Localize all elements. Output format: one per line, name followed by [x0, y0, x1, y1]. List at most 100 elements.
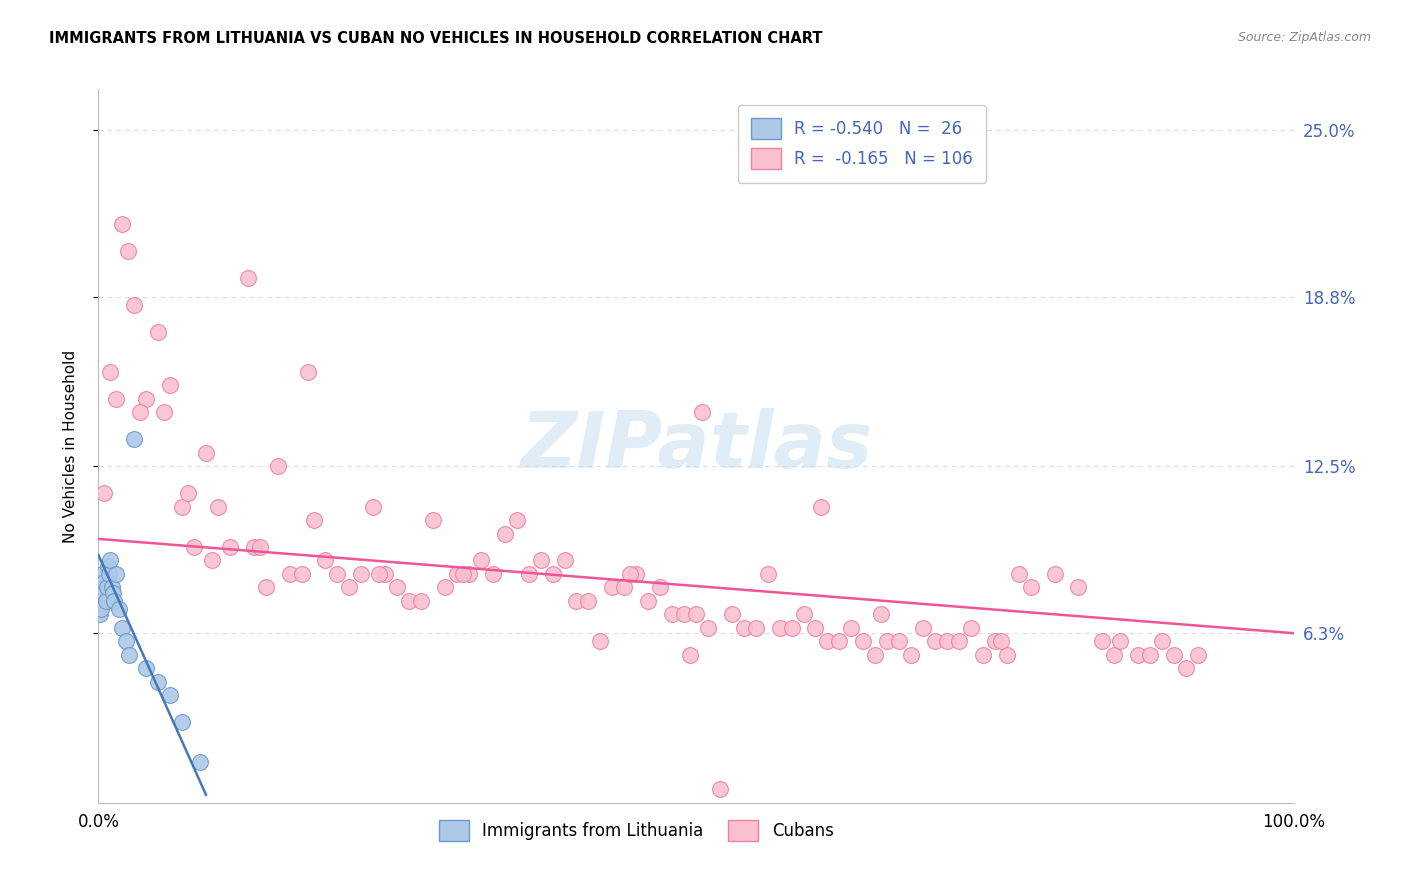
Point: [446, 566, 468, 581]
Point: [107, 602, 129, 616]
Point: [506, 513, 529, 527]
Point: [297, 365, 319, 379]
Point: [810, 500, 832, 514]
Point: [900, 648, 922, 662]
Point: [115, 634, 138, 648]
Point: [972, 648, 994, 662]
Point: [267, 459, 290, 474]
Point: [602, 580, 624, 594]
Point: [153, 405, 176, 419]
Point: [302, 513, 325, 527]
Point: [990, 634, 1012, 648]
Point: [865, 648, 887, 662]
Point: [111, 217, 134, 231]
Point: [637, 594, 659, 608]
Point: [841, 621, 863, 635]
Point: [852, 634, 875, 648]
Point: [363, 500, 385, 514]
Point: [129, 405, 152, 419]
Text: IMMIGRANTS FROM LITHUANIA VS CUBAN NO VEHICLES IN HOUSEHOLD CORRELATION CHART: IMMIGRANTS FROM LITHUANIA VS CUBAN NO VE…: [49, 31, 823, 46]
Point: [398, 594, 420, 608]
Point: [530, 553, 553, 567]
Point: [1128, 648, 1150, 662]
Point: [422, 513, 444, 527]
Point: [249, 540, 271, 554]
Y-axis label: No Vehicles in Household: No Vehicles in Household: [63, 350, 77, 542]
Point: [804, 621, 827, 635]
Point: [517, 566, 540, 581]
Point: [124, 432, 146, 446]
Point: [1152, 634, 1174, 648]
Point: [326, 566, 349, 581]
Point: [613, 580, 636, 594]
Point: [434, 580, 457, 594]
Point: [817, 634, 839, 648]
Point: [148, 325, 170, 339]
Point: [458, 566, 481, 581]
Point: [135, 661, 157, 675]
Point: [89, 607, 111, 622]
Point: [103, 594, 125, 608]
Point: [673, 607, 696, 622]
Point: [793, 607, 815, 622]
Point: [1008, 566, 1031, 581]
Point: [685, 607, 707, 622]
Point: [135, 392, 157, 406]
Point: [177, 486, 200, 500]
Point: [1109, 634, 1132, 648]
Point: [385, 580, 409, 594]
Point: [374, 566, 396, 581]
Point: [1091, 634, 1114, 648]
Point: [697, 621, 720, 635]
Point: [254, 580, 277, 594]
Point: [90, 602, 112, 616]
Point: [183, 540, 205, 554]
Text: Source: ZipAtlas.com: Source: ZipAtlas.com: [1237, 31, 1371, 45]
Point: [148, 674, 170, 689]
Point: [756, 566, 779, 581]
Point: [828, 634, 851, 648]
Point: [207, 500, 229, 514]
Point: [201, 553, 224, 567]
Point: [89, 594, 111, 608]
Point: [936, 634, 959, 648]
Point: [1139, 648, 1161, 662]
Point: [661, 607, 683, 622]
Point: [105, 566, 128, 581]
Point: [98, 566, 121, 581]
Point: [101, 586, 124, 600]
Point: [118, 648, 141, 662]
Point: [565, 594, 588, 608]
Legend: Immigrants from Lithuania, Cubans: Immigrants from Lithuania, Cubans: [432, 814, 841, 848]
Point: [411, 594, 433, 608]
Point: [1104, 648, 1126, 662]
Point: [554, 553, 576, 567]
Point: [100, 580, 122, 594]
Point: [91, 566, 114, 581]
Point: [172, 500, 194, 514]
Point: [619, 566, 641, 581]
Point: [1067, 580, 1090, 594]
Point: [721, 607, 744, 622]
Point: [93, 574, 115, 589]
Point: [745, 621, 768, 635]
Point: [1043, 566, 1066, 581]
Point: [98, 553, 122, 567]
Point: [105, 392, 128, 406]
Point: [291, 566, 314, 581]
Point: [870, 607, 893, 622]
Point: [96, 580, 118, 594]
Point: [98, 365, 122, 379]
Point: [278, 566, 301, 581]
Point: [451, 566, 474, 581]
Point: [876, 634, 898, 648]
Point: [912, 621, 935, 635]
Point: [948, 634, 970, 648]
Point: [578, 594, 600, 608]
Point: [1175, 661, 1198, 675]
Point: [733, 621, 755, 635]
Point: [960, 621, 983, 635]
Point: [188, 756, 211, 770]
Point: [1187, 648, 1209, 662]
Point: [117, 244, 139, 258]
